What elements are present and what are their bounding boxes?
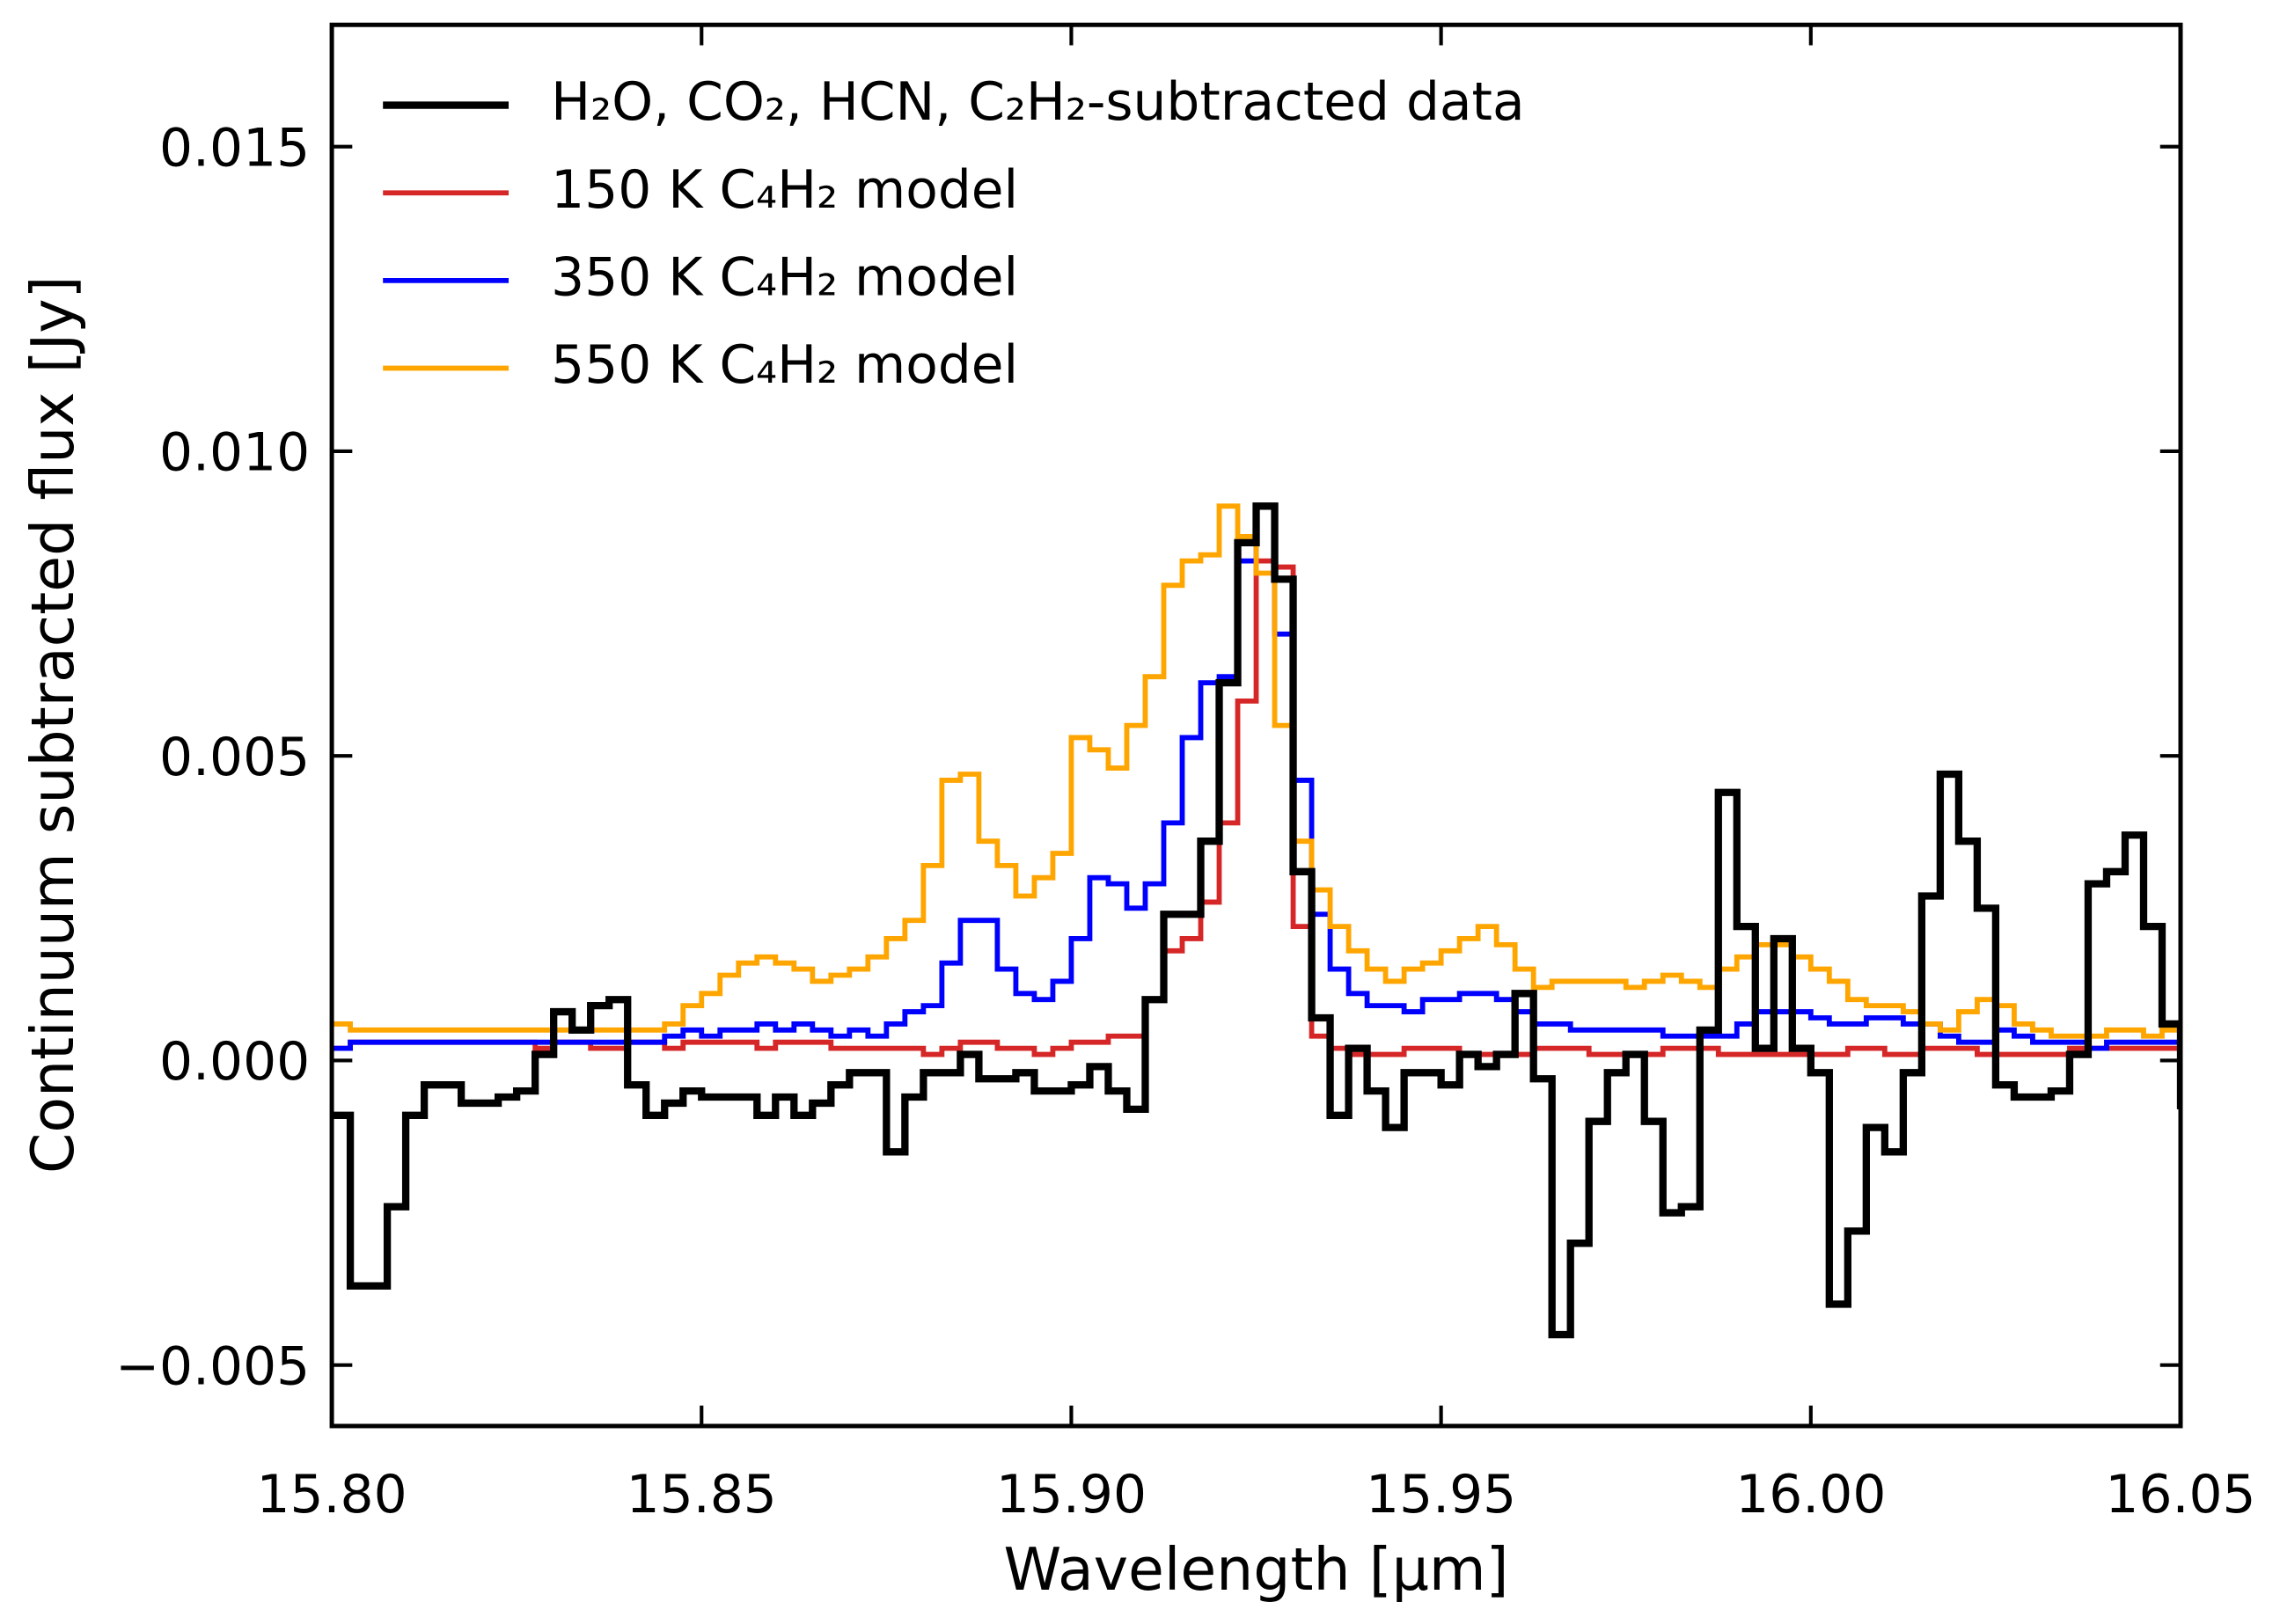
y-tick-label: 0.005: [159, 728, 310, 788]
x-axis-label: Wavelength [μm]: [1004, 1535, 1509, 1604]
x-tick-label: 16.05: [2105, 1465, 2255, 1525]
x-tick-label: 15.90: [996, 1465, 1147, 1525]
legend-label: 550 K C₄H₂ model: [551, 335, 1018, 396]
plot-area: [332, 502, 2181, 1339]
legend-label: 350 K C₄H₂ model: [551, 247, 1018, 308]
series-line: [332, 558, 2181, 1057]
series-line: [332, 502, 2181, 1339]
axes-frame: [329, 22, 2183, 1429]
y-tick-label: 0.010: [159, 423, 310, 484]
legend-label: H₂O, CO₂, HCN, C₂H₂-subtracted data: [551, 72, 1524, 133]
legend-label: 150 K C₄H₂ model: [551, 160, 1018, 221]
y-tick-label: −0.005: [115, 1336, 310, 1397]
y-axis-label: Continuum subtracted flux [Jy]: [18, 276, 87, 1174]
y-tick-label: 0.000: [159, 1032, 310, 1093]
x-tick-label: 16.00: [1735, 1465, 1886, 1525]
y-tick-label: 0.015: [159, 118, 310, 179]
x-tick-label: 15.85: [627, 1465, 777, 1525]
x-tick-label: 15.95: [1366, 1465, 1516, 1525]
x-tick-label: 15.80: [257, 1465, 407, 1525]
